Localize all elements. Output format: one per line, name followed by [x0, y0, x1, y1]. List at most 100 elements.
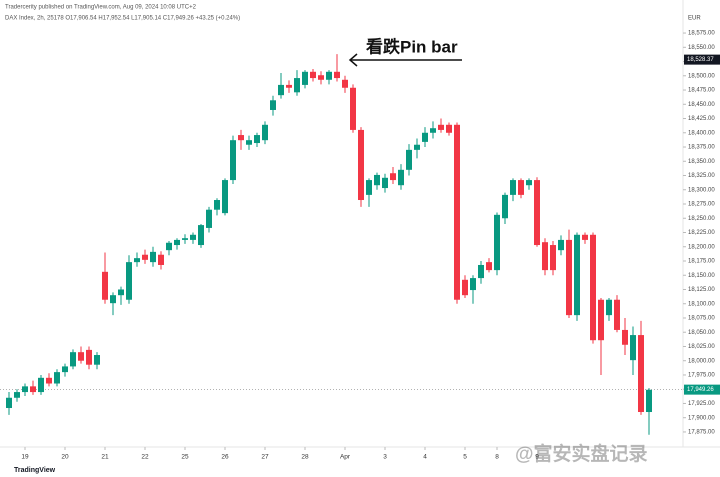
y-tick-label: 18,200.00	[688, 244, 715, 250]
candle-body	[358, 129, 364, 201]
candle-body	[174, 239, 180, 246]
y-tick-label: 18,350.00	[688, 159, 715, 165]
y-tick-label: 18,125.00	[688, 287, 715, 293]
candle-body	[214, 200, 220, 210]
x-tick-label: 28	[301, 454, 309, 461]
plot	[0, 54, 683, 435]
x-tick-label: 19	[21, 454, 29, 461]
candle-body	[190, 234, 196, 240]
candle-body	[326, 71, 332, 80]
candle-body	[278, 84, 284, 96]
y-tick-label: 18,175.00	[688, 259, 715, 265]
candle-body	[238, 135, 244, 141]
publisher-line: Tradercerity published on TradingView.co…	[5, 5, 197, 11]
x-tick-label: 22	[141, 454, 149, 461]
candle-body	[270, 100, 276, 110]
candle-body	[310, 71, 316, 79]
watermark: @富安实盘记录	[515, 442, 648, 465]
x-tick-label: 4	[423, 454, 427, 461]
symbol-line: DAX Index, 2h, 25178 O17,906.54 H17,952.…	[5, 16, 240, 22]
candle-body	[438, 124, 444, 130]
candle-body	[406, 149, 412, 170]
candle-body	[22, 386, 28, 393]
candle-body	[646, 389, 652, 413]
candle-body	[518, 180, 524, 195]
candle-body	[622, 329, 628, 345]
candle-body	[70, 352, 76, 367]
candle-body	[606, 299, 612, 316]
x-tick-label: 8	[495, 454, 499, 461]
candle-body	[590, 234, 596, 341]
candle-body	[558, 239, 564, 251]
candle-body	[494, 214, 500, 271]
candle-body	[302, 71, 308, 85]
candle-body	[638, 335, 644, 413]
x-tick-label: 27	[261, 454, 269, 461]
candle-body	[126, 262, 132, 300]
candle-body	[294, 78, 300, 93]
x-tick-label: Apr	[340, 454, 351, 461]
candle-body	[542, 242, 548, 271]
candle-body	[446, 124, 452, 133]
candle-body	[246, 140, 252, 145]
candle-body	[6, 397, 12, 409]
candle-body	[486, 262, 492, 271]
candle-body	[534, 180, 540, 246]
y-tick-label: 18,475.00	[688, 88, 715, 94]
candle-body	[430, 128, 436, 133]
candle-body	[222, 180, 228, 214]
candle-body	[14, 392, 20, 398]
y-tick-label: 17,975.00	[688, 373, 715, 379]
y-tick-label: 17,925.00	[688, 401, 715, 407]
y-tick-label: 18,300.00	[688, 187, 715, 193]
candle-body	[142, 254, 148, 260]
candle-body	[582, 234, 588, 240]
x-tick-label: 21	[101, 454, 109, 461]
last-price-label: 17,949.26	[687, 387, 714, 393]
candle-body	[206, 209, 212, 228]
y-tick-label: 18,225.00	[688, 230, 715, 236]
candle-body	[398, 169, 404, 186]
y-tick-label: 18,375.00	[688, 145, 715, 151]
candle-body	[78, 352, 84, 361]
high-price-box	[684, 54, 720, 65]
candle-body	[470, 278, 476, 291]
y-tick-label: 18,150.00	[688, 273, 715, 279]
y-tick-label: 18,500.00	[688, 73, 715, 79]
candle-body	[150, 251, 156, 263]
y-tick-label: 18,075.00	[688, 316, 715, 322]
y-tick-label: 18,450.00	[688, 102, 715, 108]
candle-body	[134, 258, 140, 263]
candle-body	[102, 271, 108, 300]
x-tick-label: 20	[61, 454, 69, 461]
y-tick-label: 18,025.00	[688, 344, 715, 350]
candle-body	[286, 84, 292, 88]
y-tick-label: 18,425.00	[688, 116, 715, 122]
y-tick-label: 18,000.00	[688, 358, 715, 364]
candle-body	[38, 377, 44, 393]
candle-body	[198, 225, 204, 246]
y-tick-label: 18,100.00	[688, 301, 715, 307]
candle-body	[230, 140, 236, 181]
candle-body	[382, 177, 388, 189]
candle-body	[254, 135, 260, 144]
candle-body	[502, 194, 508, 219]
candle-body	[574, 234, 580, 316]
candle-body	[30, 386, 36, 393]
candle-body	[54, 372, 60, 384]
y-tick-label: 18,400.00	[688, 130, 715, 136]
last-price-box	[684, 384, 720, 395]
candle-body	[510, 180, 516, 195]
candle-body	[110, 295, 116, 304]
annotation: 看跌Pin bar	[365, 36, 458, 56]
y-tick-label: 18,050.00	[688, 330, 715, 336]
candle-body	[350, 87, 356, 130]
candle-body	[318, 75, 324, 80]
y-tick-label: 17,875.00	[688, 430, 715, 436]
candle-body	[550, 245, 556, 271]
candle-body	[46, 377, 52, 384]
candle-body	[454, 124, 460, 300]
candle-body	[334, 71, 340, 79]
x-tick-label: 9	[535, 454, 539, 461]
